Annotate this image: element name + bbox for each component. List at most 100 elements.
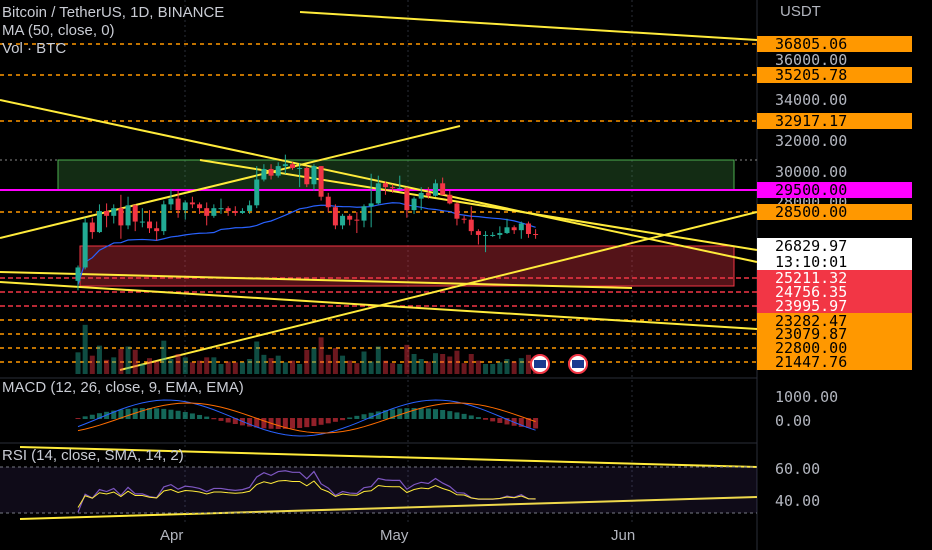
price-tick: 36000.00 <box>775 51 848 69</box>
macd-histogram-bar <box>118 409 124 419</box>
macd-histogram-bar <box>375 411 381 419</box>
volume-bar <box>139 364 145 374</box>
volume-bar <box>204 357 210 374</box>
candle-body <box>197 204 203 209</box>
candle-body <box>239 211 245 213</box>
macd-histogram-bar <box>197 414 203 419</box>
volume-bar <box>189 362 195 374</box>
volume-bar <box>311 348 317 374</box>
volume-bar <box>425 361 431 374</box>
candle-body <box>261 168 267 180</box>
volume-bar <box>332 348 338 374</box>
macd-histogram-bar <box>325 418 331 424</box>
price-tag-red: 24756.35 <box>757 284 912 300</box>
candle-body <box>511 227 517 231</box>
volume-bar <box>440 354 446 374</box>
time-label-apr: Apr <box>160 527 184 544</box>
macd-histogram-bar <box>368 412 374 419</box>
candle-body <box>232 211 238 213</box>
volume-bar <box>318 337 324 374</box>
volume-bar <box>468 354 474 374</box>
macd-histogram-bar <box>254 418 260 428</box>
volume-bar <box>382 360 388 374</box>
volume-bar <box>390 363 396 374</box>
volume-bar <box>411 354 417 374</box>
macd-histogram-bar <box>261 418 267 429</box>
candle-body <box>433 183 438 196</box>
candle-body <box>318 166 324 197</box>
macd-histogram-bar <box>304 418 310 428</box>
trendline <box>119 211 758 371</box>
volume-bar <box>525 354 531 374</box>
macd-histogram-bar <box>397 408 403 419</box>
candle-body <box>454 203 460 219</box>
candle-body <box>382 183 388 188</box>
candle-body <box>247 205 253 212</box>
macd-histogram-bar <box>111 410 117 419</box>
candle-body <box>340 215 346 226</box>
rsi-trendline <box>19 446 758 468</box>
volume-legend: Vol · BTC <box>2 40 67 57</box>
macd-histogram-bar <box>340 418 346 421</box>
macd-histogram-bar <box>311 418 317 427</box>
volume-bar <box>182 357 188 374</box>
macd-histogram-bar <box>518 418 524 427</box>
volume-bar <box>161 340 167 374</box>
candle-body <box>254 179 260 206</box>
macd-histogram-bar <box>440 410 446 419</box>
rsi-tick: 60.00 <box>775 460 821 478</box>
candle-body <box>347 215 353 220</box>
price-tag: 22800.00 <box>757 340 912 356</box>
macd-histogram-bar <box>154 408 160 419</box>
candle-body <box>218 208 224 210</box>
volume-bar <box>340 355 346 374</box>
candle-body <box>311 166 317 185</box>
volume-bar <box>325 354 331 374</box>
trendline <box>0 125 461 239</box>
volume-bar <box>118 349 124 374</box>
macd-histogram-bar <box>504 418 510 425</box>
macd-histogram-bar <box>497 418 503 423</box>
macd-histogram-bar <box>390 409 396 419</box>
countdown-tag: 13:10:01 <box>757 254 912 270</box>
candle-body <box>468 219 474 232</box>
candle-body <box>268 168 274 176</box>
macd-histogram-bar <box>425 408 431 419</box>
macd-histogram-bar <box>282 418 288 429</box>
macd-histogram-bar <box>168 409 174 419</box>
macd-histogram-bar <box>225 418 231 423</box>
candle-body <box>282 164 288 167</box>
candle-body <box>497 233 503 235</box>
candle-body <box>290 164 295 169</box>
macd-histogram-bar <box>182 412 188 419</box>
last-price-tag: 26829.97 <box>757 238 912 254</box>
candle-body <box>225 208 231 212</box>
macd-histogram-bar <box>525 418 531 428</box>
price-tag: 23282.47 <box>757 313 912 329</box>
price-tick: 34000.00 <box>775 91 848 109</box>
candle-body <box>147 221 152 229</box>
candle-body <box>89 222 95 233</box>
candle-body <box>368 203 374 207</box>
volume-bar <box>483 364 489 374</box>
macd-histogram-bar <box>454 412 460 419</box>
macd-histogram-bar <box>125 408 131 419</box>
volume-bar <box>404 344 410 374</box>
macd-histogram-bar <box>275 418 281 429</box>
volume-bar <box>454 350 460 374</box>
candle-body <box>132 205 138 222</box>
volume-bar <box>433 353 438 374</box>
volume-bar <box>461 363 467 374</box>
macd-histogram-bar <box>247 418 253 427</box>
signal-line <box>77 402 536 434</box>
demand-zone <box>79 245 735 287</box>
volume-bar <box>147 358 152 374</box>
macd-histogram-bar <box>297 418 303 428</box>
volume-bar <box>475 360 481 374</box>
volume-bar <box>261 354 267 374</box>
macd-histogram-bar <box>161 408 167 419</box>
candle-body <box>518 223 524 231</box>
volume-bar <box>218 364 224 374</box>
candle-body <box>404 188 410 211</box>
